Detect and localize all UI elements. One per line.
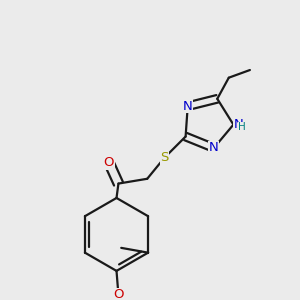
Text: S: S [160,151,169,164]
Text: H: H [238,122,246,132]
Text: N: N [233,118,243,131]
Text: N: N [209,142,219,154]
Text: O: O [103,156,114,169]
Text: O: O [113,288,124,300]
Text: N: N [183,100,193,113]
